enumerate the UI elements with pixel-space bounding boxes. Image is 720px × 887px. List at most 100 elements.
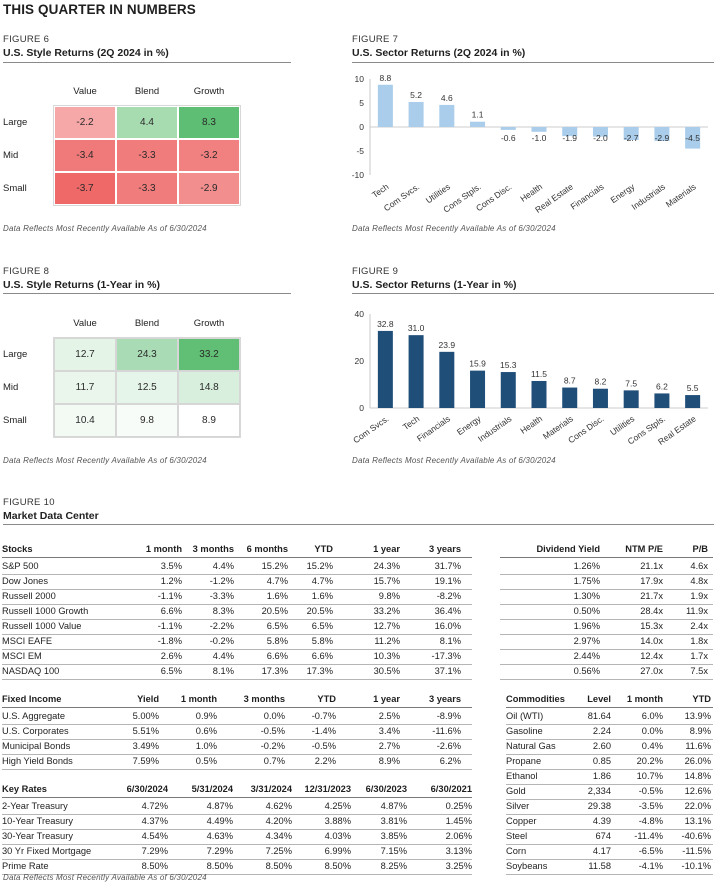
- table-cell: 7.29%: [206, 846, 233, 856]
- bar: [500, 127, 516, 130]
- key-rates-table: Key Rates 6/30/2024 5/31/2024 3/31/2024 12/3…: [2, 782, 472, 876]
- table-cell: -10.1%: [681, 861, 711, 871]
- column-header: Level: [587, 694, 611, 704]
- row-rule: [506, 769, 713, 770]
- key-rates-table-header: Key Rates 6/30/2024 5/31/2024 3/31/2024 12/3…: [2, 782, 472, 797]
- bar: [377, 84, 393, 127]
- table-cell: 2.44%: [573, 651, 600, 661]
- column-header: Dividend Yield: [536, 544, 600, 554]
- table-cell: 4.8x: [690, 576, 708, 586]
- table-row: 2-Year Treasury 4.72% 4.87% 4.62% 4.25% 4.87%…: [2, 799, 472, 814]
- table-cell: -0.5%: [638, 786, 663, 796]
- table-cell: 4.72%: [141, 801, 168, 811]
- table-cell: 12.7%: [373, 621, 400, 631]
- table-cell: 1.9x: [690, 591, 708, 601]
- column-header: 3/31/2024: [250, 784, 292, 794]
- row-rule: [506, 784, 713, 785]
- table-cell: Russell 1000 Growth: [2, 606, 89, 616]
- bar: [592, 388, 608, 408]
- table-cell: 15.2%: [306, 561, 333, 571]
- table-cell: 15.7%: [373, 576, 400, 586]
- table-cell: 1.7x: [690, 651, 708, 661]
- heatmap-column-header: Blend: [134, 86, 160, 97]
- column-header: YTD: [314, 544, 333, 554]
- column-header: Key Rates: [2, 784, 47, 794]
- table-cell: 20.5%: [306, 606, 333, 616]
- table-cell: Copper: [506, 816, 537, 826]
- table-cell: 2.24: [592, 726, 611, 736]
- row-rule: [500, 664, 713, 665]
- table-cell: 2.97%: [573, 636, 600, 646]
- table-cell: 17.3%: [261, 666, 288, 676]
- bar: [623, 390, 639, 408]
- row-rule: [2, 769, 472, 770]
- row-rule: [2, 634, 472, 635]
- table-cell: 10.3%: [373, 651, 400, 661]
- table-row: Gold 2,334 -0.5% 12.6%: [506, 784, 713, 799]
- fixed-income-table-header: Fixed Income Yield 1 month 3 months YTD 1 yea…: [2, 692, 472, 707]
- table-cell: 30-Year Treasury: [2, 831, 73, 841]
- table-cell: 13.1%: [684, 816, 711, 826]
- row-rule: [500, 619, 713, 620]
- table-cell: 1.45%: [445, 816, 472, 826]
- heatmap-cell: -3.4: [54, 139, 116, 172]
- table-cell: 4.7%: [311, 576, 333, 586]
- column-header: 12/31/2023: [304, 784, 351, 794]
- bar-value-label: -4.5: [685, 133, 700, 143]
- category-label: Industrials: [630, 181, 667, 211]
- table-cell: 30.5%: [373, 666, 400, 676]
- heatmap-cell: 24.3: [116, 338, 178, 371]
- bar-value-label: 15.9: [469, 359, 486, 369]
- table-cell: 6.0%: [641, 711, 663, 721]
- table-cell: 4.4%: [212, 561, 234, 571]
- table-cell: 27.0x: [640, 666, 663, 676]
- table-cell: 674: [595, 831, 611, 841]
- heatmap-cell: 9.8: [116, 404, 178, 437]
- bar: [470, 370, 486, 408]
- row-rule: [2, 604, 472, 605]
- table-cell: 4.39: [592, 816, 611, 826]
- table-row: NASDAQ 100 6.5% 8.1% 17.3% 17.3% 30.5% 37.1%: [2, 664, 472, 679]
- y-tick-label: 0: [359, 122, 364, 132]
- row-rule: [506, 724, 713, 725]
- bar: [623, 127, 639, 140]
- table-cell: 8.50%: [265, 861, 292, 871]
- table-cell: Propane: [506, 756, 542, 766]
- heatmap-cell: -3.3: [116, 139, 178, 172]
- table-cell: 0.5%: [195, 756, 217, 766]
- figure-6-title: U.S. Style Returns (2Q 2024 in %): [3, 47, 169, 59]
- table-row: Prime Rate 8.50% 8.50% 8.50% 8.50% 8.25% 3.25%: [2, 859, 472, 874]
- table-cell: 22.0%: [684, 801, 711, 811]
- bar-value-label: -2.0: [593, 133, 608, 143]
- table-cell: NASDAQ 100: [2, 666, 60, 676]
- table-cell: 28.4x: [640, 606, 663, 616]
- table-cell: 11.58: [588, 861, 611, 871]
- table-cell: 10.7%: [636, 771, 663, 781]
- column-header: Fixed Income: [2, 694, 62, 704]
- table-cell: 4.63%: [206, 831, 233, 841]
- figure-7-footnote: Data Reflects Most Recently Available As…: [352, 224, 556, 233]
- table-row: 2.97% 14.0x 1.8x: [500, 634, 713, 649]
- stocks-table: Stocks 1 month 3 months 6 months YTD 1 year 3 …: [2, 542, 472, 681]
- table-cell: 4.87%: [206, 801, 233, 811]
- table-cell: 8.50%: [324, 861, 351, 871]
- table-cell: 6.6%: [311, 651, 333, 661]
- table-cell: 1.6%: [311, 591, 333, 601]
- table-cell: 20.2%: [636, 756, 663, 766]
- heatmap-cell: -2.9: [178, 172, 240, 205]
- row-rule: [500, 589, 713, 590]
- table-cell: Gasoline: [506, 726, 543, 736]
- y-tick-label: 0: [359, 403, 364, 413]
- table-cell: Ethanol: [506, 771, 538, 781]
- y-tick-label: -10: [352, 170, 365, 180]
- column-header: Yield: [137, 694, 159, 704]
- table-row: Oil (WTI) 81.64 6.0% 13.9%: [506, 709, 713, 724]
- row-rule: [2, 814, 472, 815]
- row-rule: [2, 619, 472, 620]
- table-cell: 14.8%: [684, 771, 711, 781]
- table-cell: -0.5%: [260, 726, 285, 736]
- table-cell: 4.17: [592, 846, 611, 856]
- table-cell: 8.1%: [212, 666, 234, 676]
- table-cell: -11.4%: [634, 831, 663, 841]
- table-cell: 1.2%: [160, 576, 182, 586]
